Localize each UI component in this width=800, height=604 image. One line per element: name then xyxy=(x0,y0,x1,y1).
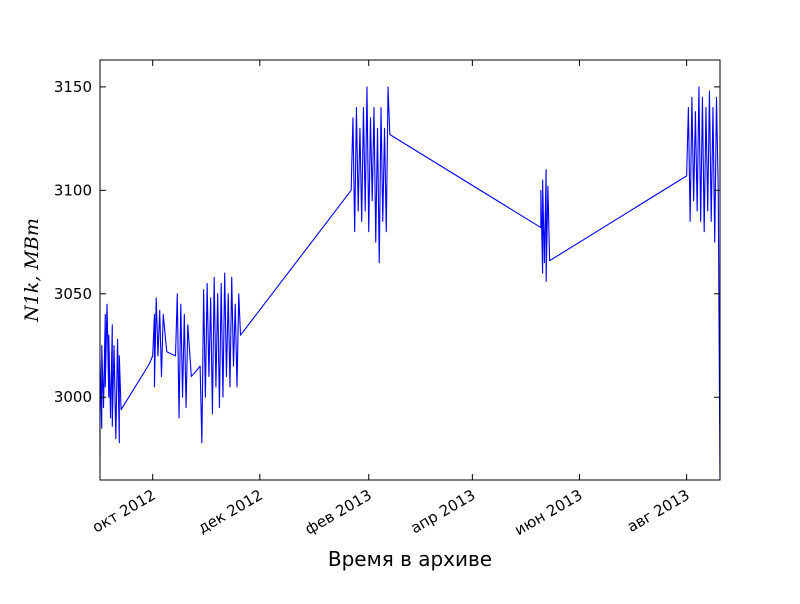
x-tick-label: дек 2012 xyxy=(195,486,266,537)
x-axis: окт 2012 дек 2012 фев 2013 апр 2013 июн 2013… xyxy=(89,60,693,539)
y-tick-label: 3100 xyxy=(54,181,92,199)
x-tick-label: авг 2013 xyxy=(624,486,693,536)
x-tick-label: фев 2013 xyxy=(302,486,375,539)
plot-frame xyxy=(99,59,721,481)
y-tick-label: 3050 xyxy=(54,285,92,303)
x-tick-label: окт 2012 xyxy=(89,486,159,537)
x-tick-label: апр 2013 xyxy=(407,486,478,537)
x-tick-label: июн 2013 xyxy=(511,486,585,539)
y-axis-label: N1k, MBm xyxy=(21,218,43,323)
x-axis-label: Время в архиве xyxy=(328,547,492,571)
chart-marks xyxy=(99,86,721,481)
y-axis: 3000 3050 3100 3150 xyxy=(54,78,720,406)
y-tick-label: 3150 xyxy=(54,78,92,96)
series-line xyxy=(99,86,721,481)
y-tick-label: 3000 xyxy=(54,388,92,406)
